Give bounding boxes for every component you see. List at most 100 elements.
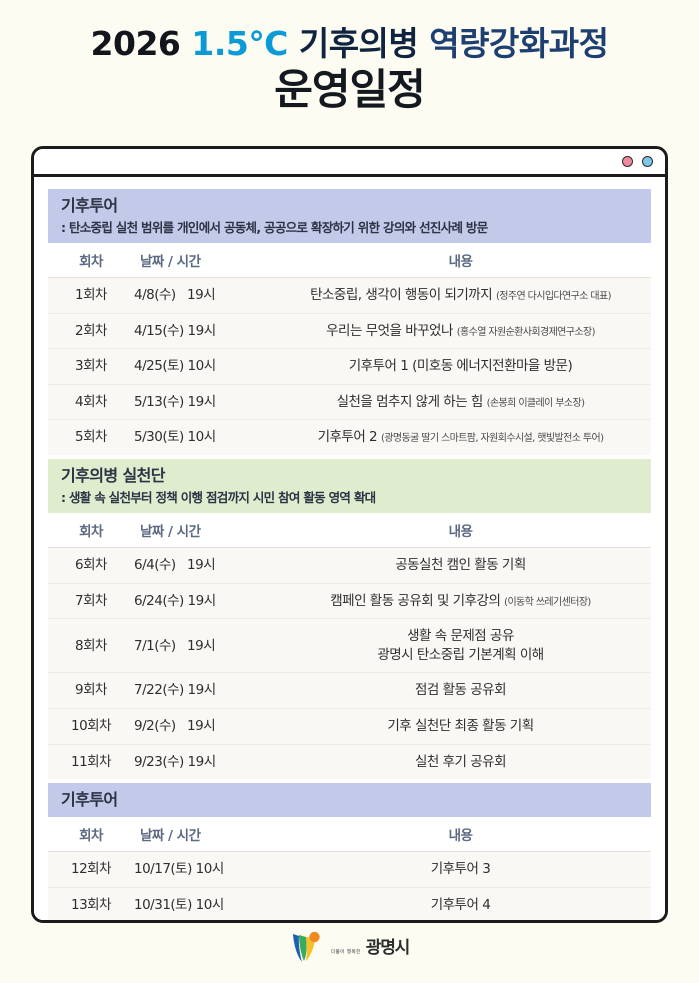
cell-session: 2회차 <box>48 313 134 350</box>
title-subtitle: 운영일정 <box>274 65 426 115</box>
table-row: 8회차 7/1(수) 19시 생활 속 문제점 공유 광명시 탄소중립 기본계획… <box>48 618 651 674</box>
cell-session: 6회차 <box>48 547 134 584</box>
content-note: (홍수열 자원순환사회경제연구소장) <box>456 326 596 338</box>
section-climate-tour-2: 기후투어 회차 날짜 / 시간 내용 12회차 10/17(토) 10시 기후투… <box>48 783 651 920</box>
content-main: 기후투어 1 (미호동 에너지전환마을 방문) <box>348 358 573 375</box>
table-row: 12회차 10/17(토) 10시 기후투어 3 <box>48 851 651 888</box>
cell-content: 실천을 멈추지 않게 하는 힘 (손봉희 이클레이 부소장) <box>270 384 651 421</box>
footer-logo: 더불어 행복한 광명시 <box>0 930 699 966</box>
cell-session: 7회차 <box>48 583 134 620</box>
cell-datetime: 10/17(토) 10시 <box>134 851 270 888</box>
cell-datetime: 7/22(수) 19시 <box>134 672 270 710</box>
col-header-content: 내용 <box>270 512 651 548</box>
col-header-content: 내용 <box>270 242 651 278</box>
poster-title-block: 2026 1.5℃ 기후의병 역량강화과정 운영일정 <box>0 0 699 115</box>
cell-content: 기후투어 1 (미호동 에너지전환마을 방문) <box>270 348 651 385</box>
content-main: 탄소중립, 생각이 행동이 되기까지 <box>310 286 493 303</box>
table-row: 9회차 7/22(수) 19시 점검 활동 공유회 <box>48 672 651 710</box>
cell-datetime: 4/15(수) 19시 <box>134 313 270 350</box>
cell-session: 10회차 <box>48 708 134 745</box>
cell-session: 3회차 <box>48 348 134 385</box>
col-header-session: 회차 <box>48 817 134 853</box>
table-row: 1회차 4/8(수) 19시 탄소중립, 생각이 행동이 되기까지 (정주연 다… <box>48 277 651 314</box>
section-3-table: 회차 날짜 / 시간 내용 12회차 10/17(토) 10시 기후투어 3 1… <box>48 817 651 920</box>
cell-datetime: 6/24(수) 19시 <box>134 583 270 620</box>
cell-datetime: 4/25(토) 10시 <box>134 348 270 385</box>
section-2-subtitle: : 생활 속 실천부터 정책 이행 점검까지 시민 참여 활동 영역 확대 <box>61 489 376 505</box>
content-main: 생활 속 문제점 공유 <box>407 628 514 645</box>
section-1-subtitle: : 탄소중립 실천 범위를 개인에서 공동체, 공공으로 확장하기 위한 강의와… <box>61 219 488 235</box>
table-row: 4회차 5/13(수) 19시 실천을 멈추지 않게 하는 힘 (손봉희 이클레… <box>48 384 651 421</box>
col-header-session: 회차 <box>48 242 134 278</box>
cell-content: 우리는 무엇을 바꾸었나 (홍수열 자원순환사회경제연구소장) <box>270 313 651 350</box>
table-header-row: 회차 날짜 / 시간 내용 <box>48 817 651 853</box>
table-row: 6회차 6/4(수) 19시 공동실천 캠인 활동 기획 <box>48 547 651 584</box>
cell-datetime: 6/4(수) 19시 <box>134 547 270 584</box>
table-row: 10회차 9/2(수) 19시 기후 실천단 최종 활동 기획 <box>48 708 651 745</box>
cell-content: 점검 활동 공유회 <box>270 672 651 710</box>
table-row: 11회차 9/23(수) 19시 실천 후기 공유회 <box>48 744 651 779</box>
cell-datetime: 5/30(토) 10시 <box>134 429 216 446</box>
table-row: 5회차 5/30(토) 10시 기후투어 2 (광명동굴 딸기 스마트팜, 자원… <box>48 420 651 455</box>
cell-datetime: 5/13(수) 19시 <box>134 384 270 421</box>
section-climate-tour-1: 기후투어 : 탄소중립 실천 범위를 개인에서 공동체, 공공으로 확장하기 위… <box>48 189 651 456</box>
cell-session: 13회차 <box>70 896 112 913</box>
title-year: 2026 <box>90 24 181 63</box>
cell-content: 실천 후기 공유회 <box>270 744 651 779</box>
section-1-table: 회차 날짜 / 시간 내용 1회차 4/8(수) 19시 탄소중립, 생각이 행… <box>48 242 651 456</box>
col-header-datetime: 날짜 / 시간 <box>134 242 270 278</box>
cell-content: 기후 실천단 최종 활동 기획 <box>270 708 651 745</box>
title-temp: 1.5℃ <box>191 24 288 63</box>
table-row: 7회차 6/24(수) 19시 캠페인 활동 공유회 및 기후강의 (이동학 쓰… <box>48 583 651 620</box>
schedule-content: 기후투어 : 탄소중립 실천 범위를 개인에서 공동체, 공공으로 확장하기 위… <box>34 177 665 920</box>
content-main: 공동실천 캠인 활동 기획 <box>395 556 526 573</box>
cell-content: 생활 속 문제점 공유 광명시 탄소중립 기본계획 이해 <box>270 618 651 674</box>
table-header-row: 회차 날짜 / 시간 내용 <box>48 242 651 278</box>
cell-session: 4회차 <box>48 384 134 421</box>
section-2-title: 기후의병 실천단 <box>61 466 165 486</box>
section-1-title: 기후투어 <box>61 196 118 215</box>
table-row: 3회차 4/25(토) 10시 기후투어 1 (미호동 에너지전환마을 방문) <box>48 348 651 385</box>
gwangmyeong-logo-icon <box>290 930 324 966</box>
content-main: 우리는 무엇을 바꾸었나 <box>326 322 453 339</box>
content-main: 실천 후기 공유회 <box>414 753 507 770</box>
section-3-header: 기후투어 <box>48 783 651 818</box>
window-close-dot-icon[interactable] <box>622 156 633 167</box>
section-2-header: 기후의병 실천단 : 생활 속 실천부터 정책 이행 점검까지 시민 참여 활동… <box>48 459 651 513</box>
cell-datetime: 4/8(수) 19시 <box>134 277 270 314</box>
section-1-header: 기후투어 : 탄소중립 실천 범위를 개인에서 공동체, 공공으로 확장하기 위… <box>48 189 651 243</box>
table-header-row: 회차 날짜 / 시간 내용 <box>48 512 651 548</box>
title-line-1: 2026 1.5℃ 기후의병 역량강화과정 <box>0 24 699 63</box>
logo-slogan: 더불어 행복한 <box>330 949 361 955</box>
content-main: 캠페인 활동 공유회 및 기후강의 <box>330 592 501 609</box>
cell-content: 공동실천 캠인 활동 기획 <box>270 547 651 584</box>
cell-content: 기후투어 2 (광명동굴 딸기 스마트팜, 자원회수시설, 햇빛발전소 투어) <box>270 420 651 455</box>
content-main: 기후투어 2 <box>317 429 378 446</box>
section-climate-action-group: 기후의병 실천단 : 생활 속 실천부터 정책 이행 점검까지 시민 참여 활동… <box>48 459 651 780</box>
content-main: 점검 활동 공유회 <box>414 682 507 699</box>
logo-city: 광명시 <box>365 937 411 958</box>
content-note: (이동학 쓰레기센터장) <box>504 596 591 608</box>
content-note: (광명동굴 딸기 스마트팜, 자원회수시설, 햇빛발전소 투어) <box>380 433 604 445</box>
col-header-content: 내용 <box>270 817 651 853</box>
window-chrome-bar <box>34 149 665 177</box>
title-program: 기후의병 <box>298 24 419 63</box>
cell-session: 1회차 <box>48 277 134 314</box>
cell-session: 12회차 <box>48 851 134 888</box>
section-3-title: 기후투어 <box>61 790 118 810</box>
cell-session: 9회차 <box>48 672 134 710</box>
col-header-datetime: 날짜 / 시간 <box>134 512 270 548</box>
logo-text: 더불어 행복한 광명시 <box>330 937 411 958</box>
cell-datetime: 9/23(수) 19시 <box>134 753 216 770</box>
cell-session: 11회차 <box>70 753 112 770</box>
section-2-table: 회차 날짜 / 시간 내용 6회차 6/4(수) 19시 공동실천 캠인 활동 … <box>48 512 651 780</box>
content-main: 실천을 멈추지 않게 하는 힘 <box>336 393 484 410</box>
content-note: (손봉희 이클레이 부소장) <box>486 397 585 409</box>
cell-content: 캠페인 활동 공유회 및 기후강의 (이동학 쓰레기센터장) <box>270 583 651 620</box>
cell-content: 기후투어 4 <box>430 896 491 913</box>
col-header-datetime: 날짜 / 시간 <box>134 817 270 853</box>
cell-datetime: 7/1(수) 19시 <box>134 618 270 674</box>
title-course: 역량강화과정 <box>429 24 609 63</box>
window-minimize-dot-icon[interactable] <box>642 156 653 167</box>
cell-session: 5회차 <box>75 429 107 446</box>
